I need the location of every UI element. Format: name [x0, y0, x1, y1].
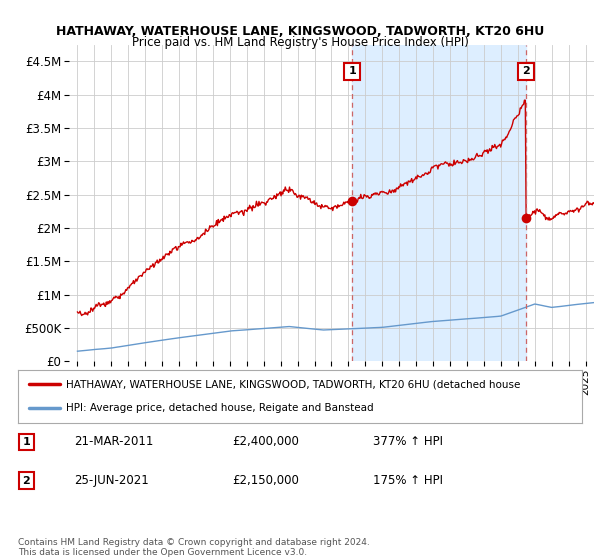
- Text: 25-JUN-2021: 25-JUN-2021: [74, 474, 149, 487]
- Text: £2,400,000: £2,400,000: [232, 435, 299, 449]
- Text: HATHAWAY, WATERHOUSE LANE, KINGSWOOD, TADWORTH, KT20 6HU: HATHAWAY, WATERHOUSE LANE, KINGSWOOD, TA…: [56, 25, 544, 38]
- Text: 21-MAR-2011: 21-MAR-2011: [74, 435, 154, 449]
- Text: HATHAWAY, WATERHOUSE LANE, KINGSWOOD, TADWORTH, KT20 6HU (detached house: HATHAWAY, WATERHOUSE LANE, KINGSWOOD, TA…: [66, 380, 520, 390]
- Text: 2: 2: [522, 67, 530, 77]
- Text: 175% ↑ HPI: 175% ↑ HPI: [373, 474, 443, 487]
- Text: Contains HM Land Registry data © Crown copyright and database right 2024.
This d: Contains HM Land Registry data © Crown c…: [18, 538, 370, 557]
- Text: 2: 2: [23, 476, 31, 486]
- Bar: [352, 45, 526, 361]
- Text: 1: 1: [23, 437, 31, 447]
- Text: £2,150,000: £2,150,000: [232, 474, 299, 487]
- Text: HPI: Average price, detached house, Reigate and Banstead: HPI: Average price, detached house, Reig…: [66, 403, 374, 413]
- Text: 377% ↑ HPI: 377% ↑ HPI: [373, 435, 443, 449]
- Text: Price paid vs. HM Land Registry's House Price Index (HPI): Price paid vs. HM Land Registry's House …: [131, 36, 469, 49]
- Text: 1: 1: [348, 67, 356, 77]
